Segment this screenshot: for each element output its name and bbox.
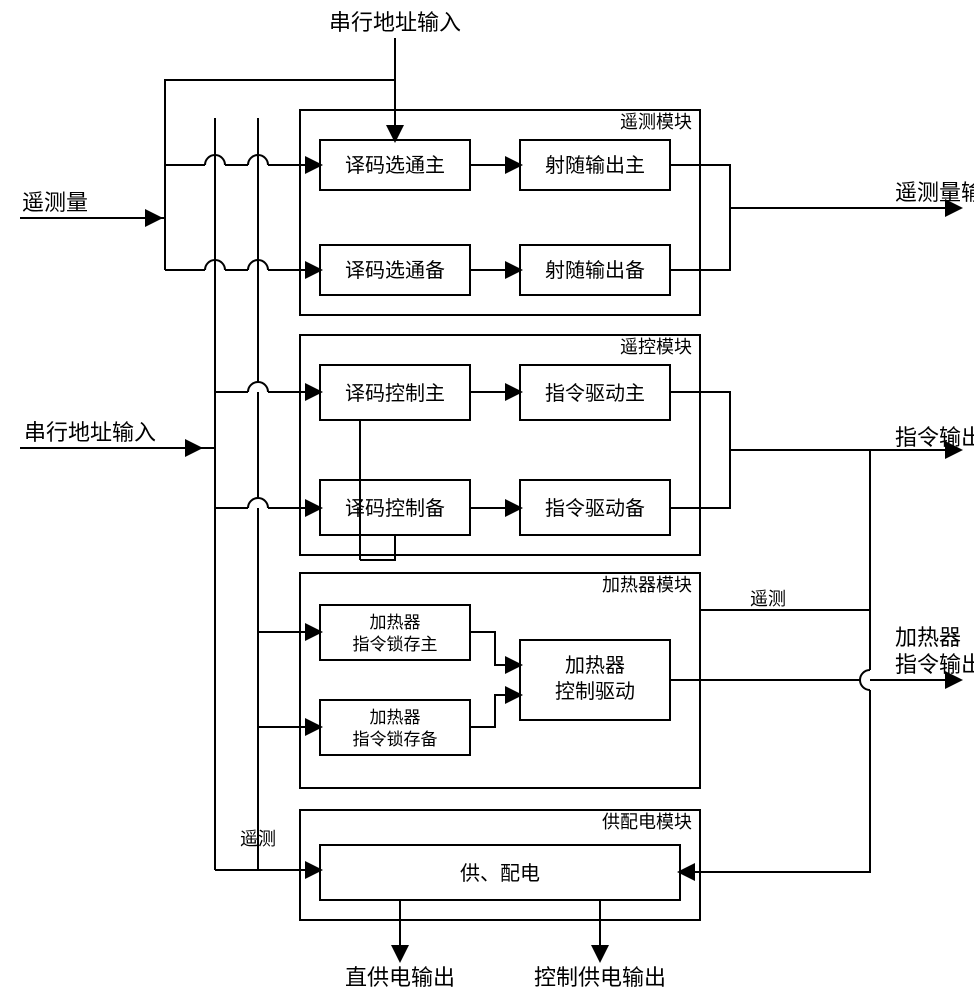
box-heat-ctrl bbox=[520, 640, 670, 720]
label-dec-sel-bak: 译码选通备 bbox=[345, 259, 445, 282]
wire-decctrlbak-down-join bbox=[360, 535, 395, 560]
label-power: 供、配电 bbox=[460, 862, 540, 885]
label-cmd-drv-bak: 指令驱动备 bbox=[545, 497, 645, 520]
tele-anno-right: 遥测 bbox=[750, 589, 786, 609]
ext-top-serial: 串行地址输入 bbox=[329, 10, 461, 35]
label-heat-latch-bak2: 指令锁存备 bbox=[353, 730, 438, 749]
ext-right-heater-out1: 加热器 bbox=[895, 625, 961, 650]
ext-bottom-ctrl: 控制供电输出 bbox=[534, 965, 666, 990]
block-diagram: 遥测模块 遥控模块 加热器模块 供配电模块 译码选通主 射随输出主 译码选通备 … bbox=[0, 0, 974, 1000]
ext-bottom-direct: 直供电输出 bbox=[345, 965, 455, 990]
module-power-label: 供配电模块 bbox=[602, 812, 692, 832]
wire-heatlatchmain-to-ctrl bbox=[470, 632, 520, 665]
hop-3 bbox=[248, 382, 268, 392]
label-emit-main: 射随输出主 bbox=[545, 154, 645, 177]
label-heat-latch-main1: 加热器 bbox=[370, 613, 421, 632]
ext-left-telemetry: 遥测量 bbox=[22, 190, 88, 215]
wire-right-feedback-b bbox=[680, 690, 870, 872]
hop-4 bbox=[248, 498, 268, 508]
label-cmd-drv-main: 指令驱动主 bbox=[545, 382, 645, 405]
label-heat-ctrl2: 控制驱动 bbox=[555, 680, 635, 703]
ext-right-telemetry-out: 遥测量输出 bbox=[895, 180, 974, 205]
ext-left-serial: 串行地址输入 bbox=[24, 420, 156, 445]
hop-right-over-heater bbox=[860, 670, 870, 690]
ext-right-cmd-out: 指令输出 bbox=[895, 425, 974, 450]
wire-heatlatchbak-to-ctrl bbox=[470, 695, 520, 727]
label-heat-ctrl1: 加热器 bbox=[565, 654, 625, 677]
label-heat-latch-bak1: 加热器 bbox=[370, 708, 421, 727]
label-dec-ctrl-main: 译码控制主 bbox=[345, 382, 445, 405]
label-heat-latch-main2: 指令锁存主 bbox=[353, 635, 438, 654]
ext-right-heater-out2: 指令输出 bbox=[895, 652, 974, 677]
module-remote-label: 遥控模块 bbox=[620, 337, 692, 357]
label-dec-sel-main: 译码选通主 bbox=[345, 154, 445, 177]
module-heater-label: 加热器模块 bbox=[602, 575, 692, 595]
label-emit-bak: 射随输出备 bbox=[545, 259, 645, 282]
module-telemetry-label: 遥测模块 bbox=[620, 112, 692, 132]
